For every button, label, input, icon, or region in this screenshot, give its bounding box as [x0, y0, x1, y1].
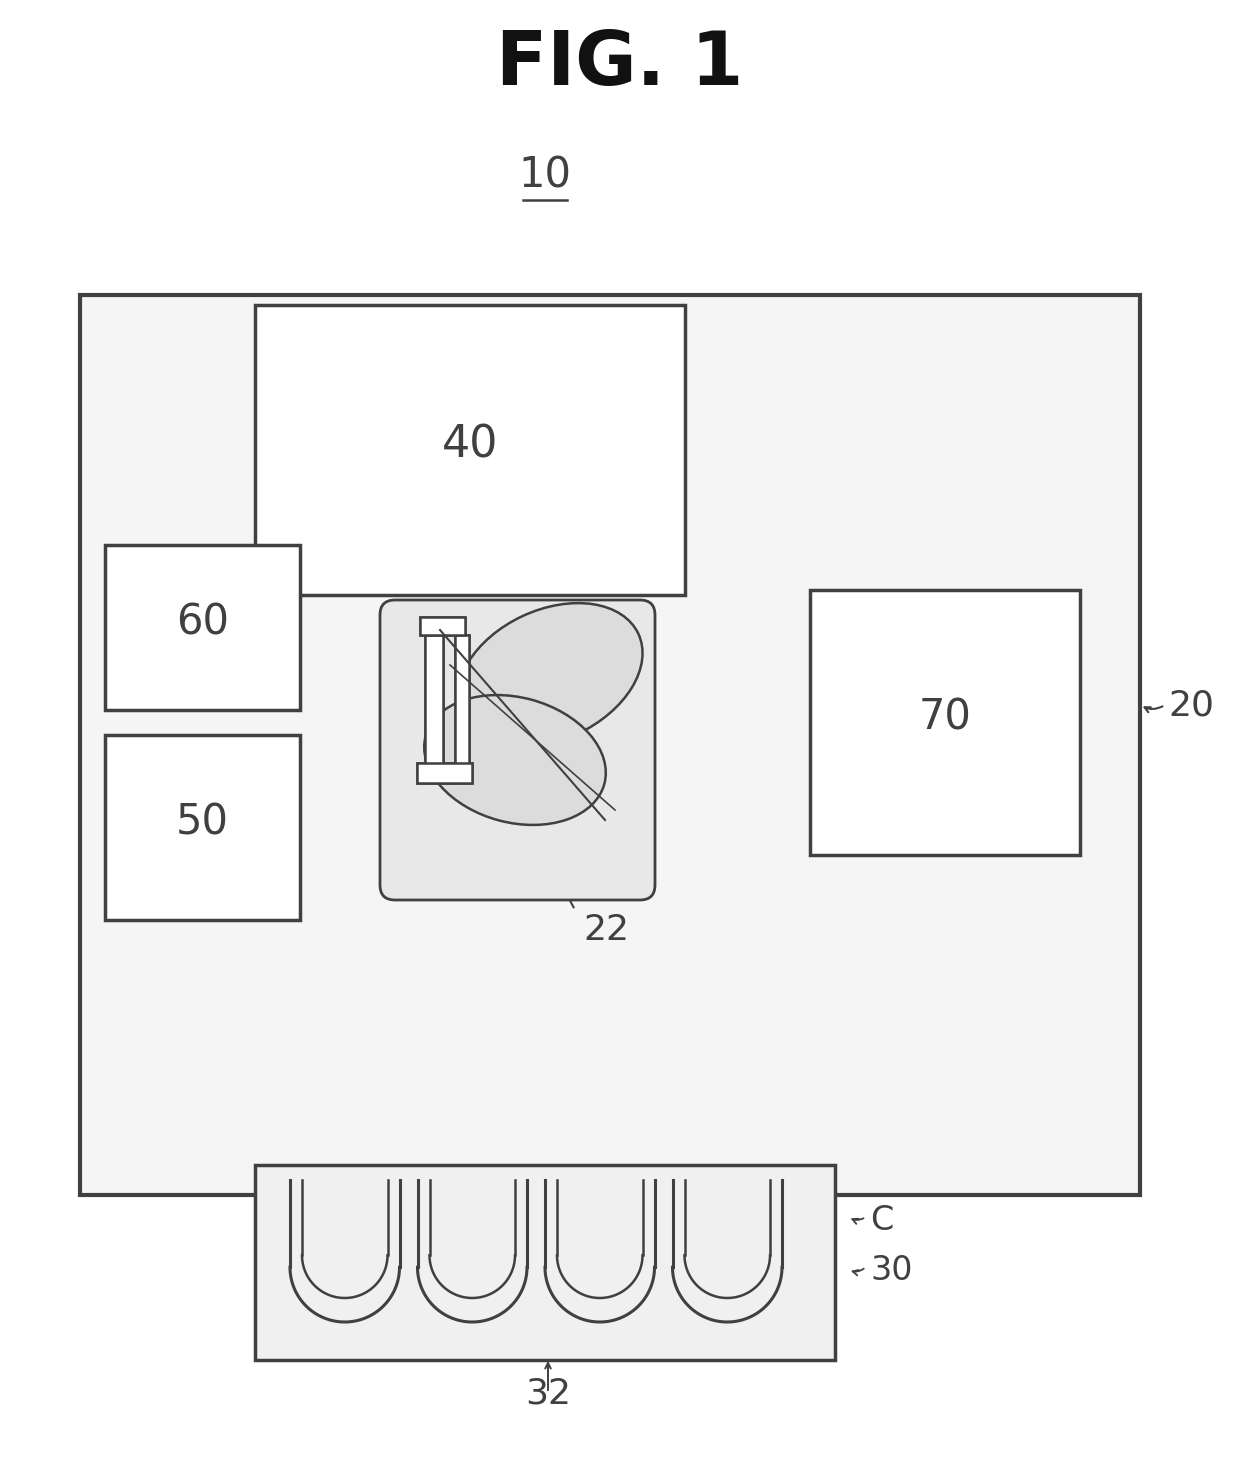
- Text: C: C: [870, 1204, 893, 1236]
- Text: 20: 20: [1168, 689, 1214, 722]
- Text: 22: 22: [583, 913, 629, 946]
- Ellipse shape: [424, 694, 606, 825]
- Text: FIG. 1: FIG. 1: [496, 28, 744, 101]
- Bar: [455, 634, 469, 765]
- Bar: [425, 634, 443, 765]
- Bar: [455, 634, 469, 765]
- Bar: [420, 617, 465, 634]
- Bar: [255, 305, 684, 595]
- Text: 10: 10: [518, 155, 572, 196]
- Bar: [255, 1165, 835, 1360]
- Bar: [105, 735, 300, 920]
- Text: 70: 70: [919, 696, 971, 738]
- Ellipse shape: [458, 604, 642, 747]
- Text: 60: 60: [176, 602, 229, 643]
- Text: 40: 40: [441, 423, 498, 466]
- Bar: [81, 294, 1140, 1195]
- FancyBboxPatch shape: [379, 601, 655, 900]
- Bar: [420, 617, 465, 634]
- Text: 30: 30: [870, 1254, 913, 1286]
- Bar: [417, 763, 472, 782]
- Text: 50: 50: [176, 801, 229, 844]
- Bar: [810, 590, 1080, 856]
- Bar: [425, 634, 443, 765]
- Bar: [417, 763, 472, 782]
- Text: 32: 32: [525, 1376, 570, 1409]
- Bar: [105, 545, 300, 711]
